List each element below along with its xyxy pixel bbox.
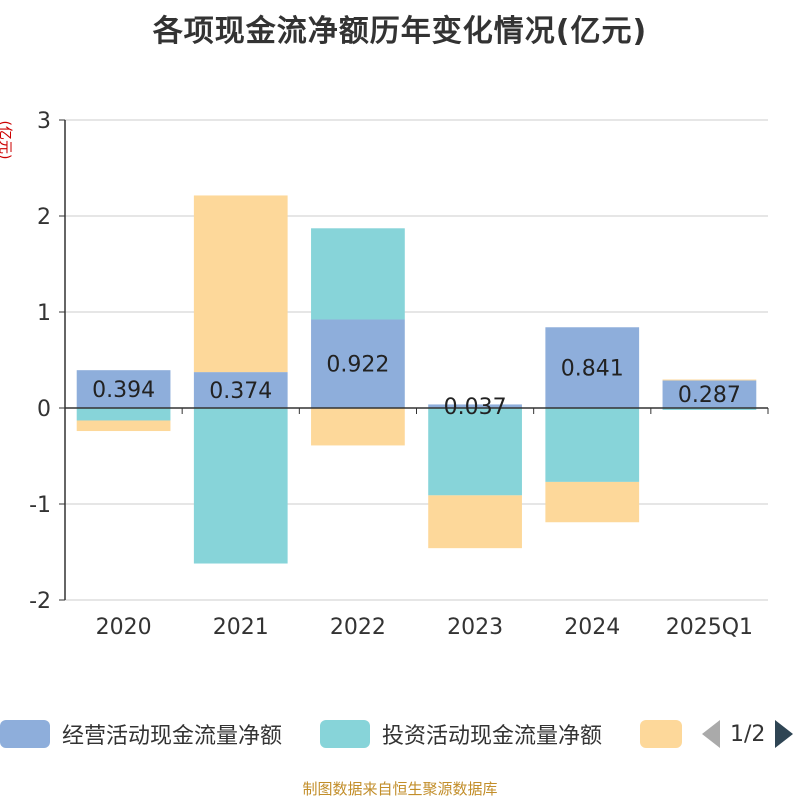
legend-swatch-financing (640, 720, 682, 748)
bar-2024-s0 (545, 327, 640, 408)
x-tick-label: 2020 (96, 615, 152, 640)
bar-2025Q1-s2 (662, 379, 757, 381)
y-tick-label: 1 (37, 301, 51, 326)
data-label: 0.037 (444, 395, 507, 420)
bar-2021-s0 (193, 372, 288, 408)
y-tick-label: 0 (37, 397, 51, 422)
data-labels: 0.394 0.374 0.922 0.037 0.841 0.287 (92, 353, 741, 420)
bar-2021-s1 (193, 408, 288, 564)
bar-2024-s1 (545, 408, 640, 482)
x-tick-label: 2023 (447, 615, 503, 640)
legend-item-financing[interactable] (640, 716, 682, 752)
axes: -2 -1 0 1 2 3 2020 2021 2022 2023 2024 2025Q1 (29, 109, 769, 640)
bar-2025Q1-s1 (662, 408, 757, 410)
legend: 经营活动现金流量净额 投资活动现金流量净额 1/2 (0, 716, 800, 752)
legend-label-operating: 经营活动现金流量净额 (62, 724, 283, 749)
legend-pager: 1/2 (702, 716, 794, 752)
y-tick-label: 3 (37, 109, 51, 134)
cash-flow-chart: -2 -1 0 1 2 3 2020 2021 2022 2023 2024 2025Q1 0.394… (29, 109, 769, 640)
x-tick-label: 2025Q1 (666, 615, 753, 640)
data-source: 制图数据来自恒生聚源数据库 (302, 780, 498, 798)
legend-item-investing[interactable]: 投资活动现金流量净额 (320, 716, 602, 752)
legend-swatch-operating (0, 720, 50, 748)
data-label: 0.394 (92, 378, 155, 403)
x-tick-label: 2024 (564, 615, 620, 640)
y-tick-label: 2 (37, 205, 51, 230)
bar-2023-s0 (428, 404, 522, 408)
bar-2022-s2 (311, 408, 405, 446)
chart-title: 各项现金流净额历年变化情况(亿元) (152, 14, 648, 49)
next-page-icon[interactable] (775, 720, 794, 748)
y-tick-label: -2 (29, 589, 51, 614)
bars (76, 195, 757, 564)
bar-2023-s1 (428, 408, 522, 496)
legend-label-investing: 投资活动现金流量净额 (382, 724, 603, 749)
data-label: 0.922 (326, 353, 389, 378)
legend-swatch-investing (320, 720, 370, 748)
x-tick-label: 2021 (213, 615, 269, 640)
bar-2024-s2 (545, 481, 640, 523)
x-tick-label: 2022 (330, 615, 386, 640)
prev-page-icon[interactable] (702, 720, 720, 748)
bar-2020-s0 (76, 370, 171, 408)
bar-2023-s2 (428, 495, 522, 549)
legend-item-operating[interactable]: 经营活动现金流量净额 (0, 716, 282, 752)
bar-2020-s1 (76, 408, 171, 421)
bar-2022-s0 (311, 319, 405, 408)
data-label: 0.841 (561, 357, 624, 382)
bar-2020-s2 (76, 420, 171, 432)
bar-2021-s2 (193, 195, 288, 373)
data-label: 0.374 (209, 379, 272, 404)
grid-lines (65, 119, 768, 601)
y-tick-label: -1 (29, 493, 51, 518)
legend-page-indicator: 1/2 (730, 721, 766, 747)
bar-2022-s1 (311, 228, 405, 320)
data-label: 0.287 (678, 383, 741, 408)
bar-2025Q1-s0 (662, 380, 757, 408)
